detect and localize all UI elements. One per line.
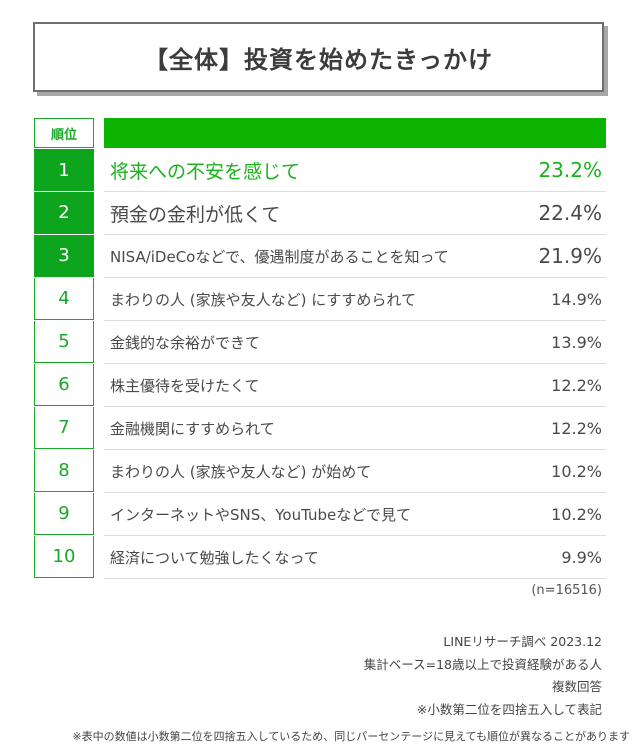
table-row: 2 預金の金利が低くて 22.4% xyxy=(0,192,640,235)
row-label: まわりの人 (家族や友人など) にすすめられて xyxy=(110,290,416,309)
row-content: まわりの人 (家族や友人など) にすすめられて 14.9% xyxy=(104,278,606,321)
row-value: 12.2% xyxy=(551,375,602,395)
row-value: 10.2% xyxy=(551,461,602,481)
table-row: 1 将来への不安を感じて 23.2% xyxy=(0,149,640,192)
rank-cell: 3 xyxy=(34,235,94,277)
footnote: ※表中の数値は小数第二位を四捨五入しているため、同じパーセンテージに見えても順位… xyxy=(72,730,630,743)
rank-cell: 1 xyxy=(34,149,94,191)
row-value: 22.4% xyxy=(538,201,602,225)
row-content: 金融機関にすすめられて 12.2% xyxy=(104,407,606,450)
row-label: 経済について勉強したくなって xyxy=(110,548,319,567)
table-row: 3 NISA/iDeCoなどで、優遇制度があることを知って 21.9% xyxy=(0,235,640,278)
rank-cell: 7 xyxy=(34,407,94,449)
row-value: 23.2% xyxy=(538,158,602,182)
row-content: 金銭的な余裕ができて 13.9% xyxy=(104,321,606,364)
page-title: 【全体】投資を始めたきっかけ xyxy=(143,45,494,74)
table-row: 5 金銭的な余裕ができて 13.9% xyxy=(0,321,640,364)
source-notes: LINEリサーチ調べ 2023.12 集計ベース=18歳以上で投資経験がある人 … xyxy=(364,631,602,721)
table-row: 4 まわりの人 (家族や友人など) にすすめられて 14.9% xyxy=(0,278,640,321)
row-value: 12.2% xyxy=(551,418,602,438)
table-row: 9 インターネットやSNS、YouTubeなどで見て 10.2% xyxy=(0,493,640,536)
rank-cell: 8 xyxy=(34,450,94,492)
row-label: 株主優待を受けたくて xyxy=(110,376,260,395)
row-label: 金銭的な余裕ができて xyxy=(110,333,261,352)
row-content: 将来への不安を感じて 23.2% xyxy=(104,149,606,192)
rounding-note: ※小数第二位を四捨五入して表記 xyxy=(416,701,602,717)
source-note: LINEリサーチ調べ 2023.12 xyxy=(443,634,602,649)
row-label: NISA/iDeCoなどで、優遇制度があることを知って xyxy=(110,247,449,266)
row-value: 21.9% xyxy=(538,244,602,268)
table-row: 6 株主優待を受けたくて 12.2% xyxy=(0,364,640,407)
row-label: 金融機関にすすめられて xyxy=(110,419,275,438)
row-value: 14.9% xyxy=(551,289,602,309)
table-row: 7 金融機関にすすめられて 12.2% xyxy=(0,407,640,450)
row-content: NISA/iDeCoなどで、優遇制度があることを知って 21.9% xyxy=(104,235,606,278)
rank-cell: 10 xyxy=(34,536,94,578)
row-value: 10.2% xyxy=(551,504,602,524)
base-note: 集計ベース=18歳以上で投資経験がある人 xyxy=(363,656,602,672)
row-content: 経済について勉強したくなって 9.9% xyxy=(104,536,606,579)
sample-size: (n=16516) xyxy=(531,583,602,598)
rank-cell: 9 xyxy=(34,493,94,535)
multi-answer-note: 複数回答 xyxy=(551,679,602,694)
ranking-table: 1 将来への不安を感じて 23.2% 2 預金の金利が低くて 22.4% 3 N… xyxy=(0,149,640,579)
title-box: 【全体】投資を始めたきっかけ xyxy=(33,22,604,92)
row-value: 13.9% xyxy=(551,332,602,352)
row-label: まわりの人 (家族や友人など) が始めて xyxy=(110,462,372,481)
row-content: まわりの人 (家族や友人など) が始めて 10.2% xyxy=(104,450,606,493)
row-label: 預金の金利が低くて xyxy=(110,203,281,226)
rank-cell: 6 xyxy=(34,364,94,406)
rank-cell: 2 xyxy=(34,192,94,234)
row-content: インターネットやSNS、YouTubeなどで見て 10.2% xyxy=(104,493,606,536)
rank-cell: 4 xyxy=(34,278,94,320)
table-row: 8 まわりの人 (家族や友人など) が始めて 10.2% xyxy=(0,450,640,493)
row-label: インターネットやSNS、YouTubeなどで見て xyxy=(110,505,411,524)
row-content: 株主優待を受けたくて 12.2% xyxy=(104,364,606,407)
row-label: 将来への不安を感じて xyxy=(110,160,301,183)
row-content: 預金の金利が低くて 22.4% xyxy=(104,192,606,235)
rank-column-header: 順位 xyxy=(34,118,94,148)
rank-cell: 5 xyxy=(34,321,94,363)
table-header-bar xyxy=(104,118,606,148)
row-value: 9.9% xyxy=(561,547,602,567)
table-row: 10 経済について勉強したくなって 9.9% xyxy=(0,536,640,579)
